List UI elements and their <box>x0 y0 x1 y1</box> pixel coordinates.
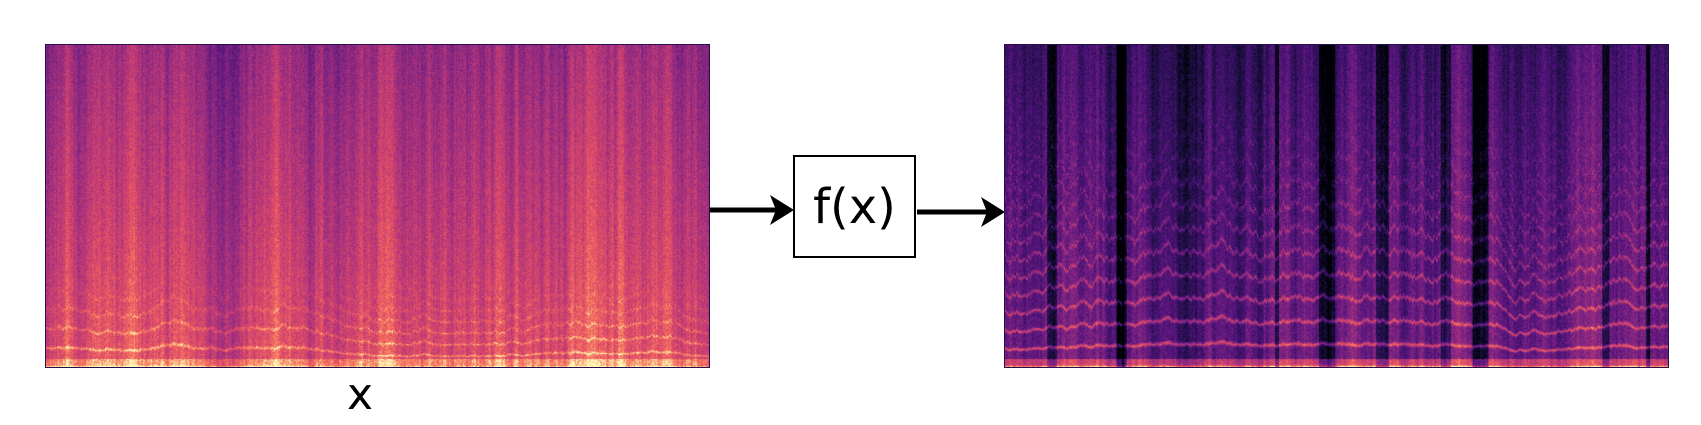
input-spectrogram <box>45 44 710 368</box>
input-spectrogram-image <box>46 45 709 367</box>
arrow-function-to-output <box>917 197 1005 227</box>
output-spectrogram-image <box>1005 45 1668 367</box>
arrow-input-to-function <box>710 195 794 225</box>
function-box: f(x) <box>793 155 916 258</box>
output-spectrogram <box>1004 44 1669 368</box>
function-label: f(x) <box>813 178 896 235</box>
